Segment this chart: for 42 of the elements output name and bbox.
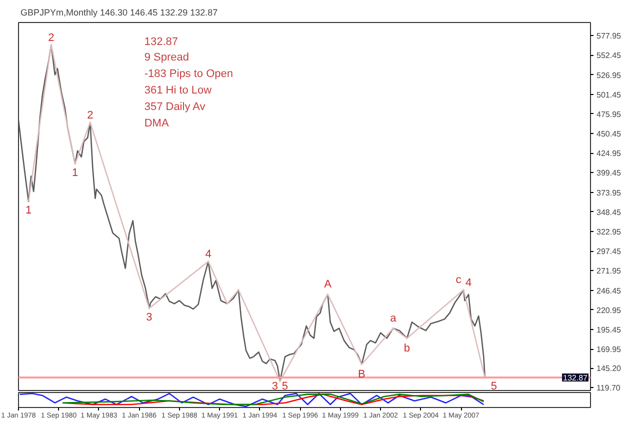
annotation: 4 — [205, 248, 212, 260]
y-tick-label: 577.95 — [596, 32, 622, 41]
annotation: 3 — [146, 311, 152, 324]
y-tick-label: 348.45 — [596, 208, 622, 217]
y-tick-label: 195.45 — [596, 325, 622, 334]
y-tick-label: 552.45 — [596, 51, 622, 60]
y-tick-label: 450.45 — [596, 130, 622, 139]
annotation: 2 — [48, 32, 54, 44]
chart-title: GBPJPYm,Monthly 146.30 146.45 132.29 132.87 — [20, 8, 218, 18]
annotation: 357 Daily Av — [144, 101, 206, 114]
y-tick-label: 169.95 — [596, 345, 622, 354]
annotation: -183 Pips to Open — [144, 68, 234, 80]
y-tick-label: 399.45 — [596, 168, 622, 178]
annotation: A — [324, 278, 332, 290]
annotation: 1 — [26, 204, 32, 217]
y-tick-label: 526.95 — [596, 70, 622, 80]
annotation: a — [390, 312, 398, 324]
annotation: 9 Spread — [144, 51, 189, 64]
annotation: 5 — [282, 380, 288, 392]
y-tick-label: 373.95 — [596, 188, 622, 198]
annotation: 3 — [272, 380, 278, 392]
y-tick-label: 322.95 — [596, 228, 622, 237]
y-tick-label: 271.95 — [596, 266, 622, 276]
annotation: B — [358, 368, 366, 380]
annotation: 361 Hi to Low — [144, 84, 212, 97]
annotation: 5 — [490, 380, 497, 392]
annotation: c — [456, 274, 462, 286]
y-tick-label: 475.95 — [596, 110, 622, 119]
y-tick-label: 119.70 — [596, 384, 621, 393]
annotation: 4 — [465, 276, 472, 289]
y-tick-label: 297.45 — [596, 247, 622, 256]
y-tick-label: 501.45 — [596, 90, 622, 100]
annotation: 2 — [87, 109, 94, 122]
annotation: 1 — [72, 166, 78, 179]
annotation: 132.87 — [144, 36, 178, 48]
ref-line-label: 132.87 — [563, 374, 588, 383]
y-tick-label: 145.20 — [596, 364, 622, 374]
y-tick-label: 246.45 — [596, 286, 622, 296]
annotation: b — [404, 342, 410, 354]
y-tick-label: 424.95 — [596, 149, 622, 158]
y-tick-label: 220.95 — [596, 306, 622, 315]
annotation: DMA — [144, 118, 170, 130]
